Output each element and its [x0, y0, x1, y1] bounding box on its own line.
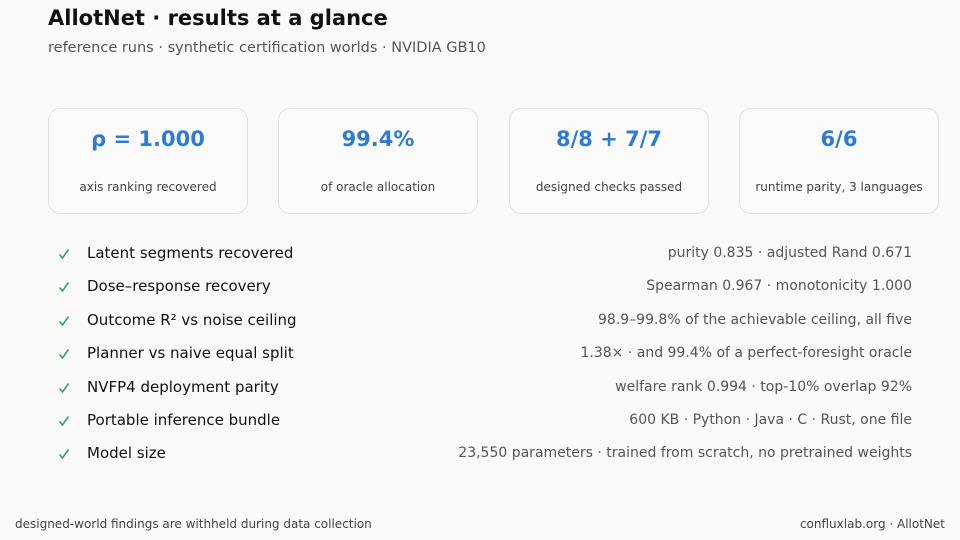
check-label: Portable inference bundle: [87, 411, 281, 429]
check-detail: 600 KB · Python · Java · C · Rust, one f…: [629, 412, 912, 428]
check-icon: [58, 315, 70, 327]
stat-card: 99.4% of oracle allocation: [278, 108, 478, 214]
check-label: Model size: [87, 444, 166, 463]
stat-caption: axis ranking recovered: [79, 180, 217, 194]
stat-value: 8/8 + 7/7: [555, 127, 662, 151]
check-row: Planner vs naive equal split 1.38× · and …: [0, 342, 960, 366]
check-row: Dose–response recovery Spearman 0.967 · m…: [0, 275, 960, 299]
stat-value: ρ = 1.000: [91, 127, 205, 151]
check-detail: 98.9–99.8% of the achievable ceiling, al…: [598, 311, 912, 328]
stat-value: 6/6: [820, 127, 858, 151]
check-label: Planner vs naive equal split: [87, 344, 294, 363]
footer-credit: confluxlab.org · AllotNet: [799, 517, 945, 531]
check-icon: [58, 449, 70, 460]
stat-caption: runtime parity, 3 languages: [755, 180, 923, 194]
check-row: NVFP4 deployment parity welfare rank 0.99…: [0, 376, 960, 400]
check-icon: [58, 282, 70, 293]
check-label: Latent segments recovered: [87, 244, 294, 262]
stat-card: 6/6 runtime parity, 3 languages: [739, 108, 939, 214]
stat-caption: designed checks passed: [535, 180, 683, 194]
check-label: Dose–response recovery: [87, 277, 271, 296]
check-icon: [58, 349, 70, 360]
check-row: Portable inference bundle 600 KB · Python…: [0, 409, 960, 433]
stat-card: 8/8 + 7/7 designed checks passed: [509, 108, 709, 214]
check-detail: welfare rank 0.994 · top-10% overlap 92%: [615, 378, 912, 395]
title: AllotNet · results at a glance: [48, 6, 388, 30]
stat-card: ρ = 1.000 axis ranking recovered: [48, 108, 248, 214]
check-detail: Spearman 0.967 · monotonicity 1.000: [646, 278, 912, 295]
check-label: NVFP4 deployment parity: [87, 377, 279, 396]
check-icon: [58, 382, 70, 393]
subtitle: reference runs · synthetic certification…: [48, 40, 486, 56]
check-row: Model size 23,550 parameters · trained fr…: [0, 442, 960, 466]
check-detail: 1.38× · and 99.4% of a perfect-foresight…: [580, 345, 912, 362]
check-icon: [58, 249, 70, 260]
check-detail: 23,550 parameters · trained from scratch…: [458, 445, 912, 462]
check-label: Outcome R² vs noise ceiling: [87, 310, 297, 329]
stat-value: 99.4%: [341, 127, 415, 151]
check-row: Latent segments recovered purity 0.835 · …: [0, 242, 960, 266]
check-detail: purity 0.835 · adjusted Rand 0.671: [667, 245, 912, 261]
check-icon: [58, 416, 70, 427]
footer-note: designed-world findings are withheld dur…: [15, 517, 372, 531]
check-row: Outcome R² vs noise ceiling 98.9–99.8% of…: [0, 309, 960, 333]
stat-caption: of oracle allocation: [320, 180, 436, 194]
